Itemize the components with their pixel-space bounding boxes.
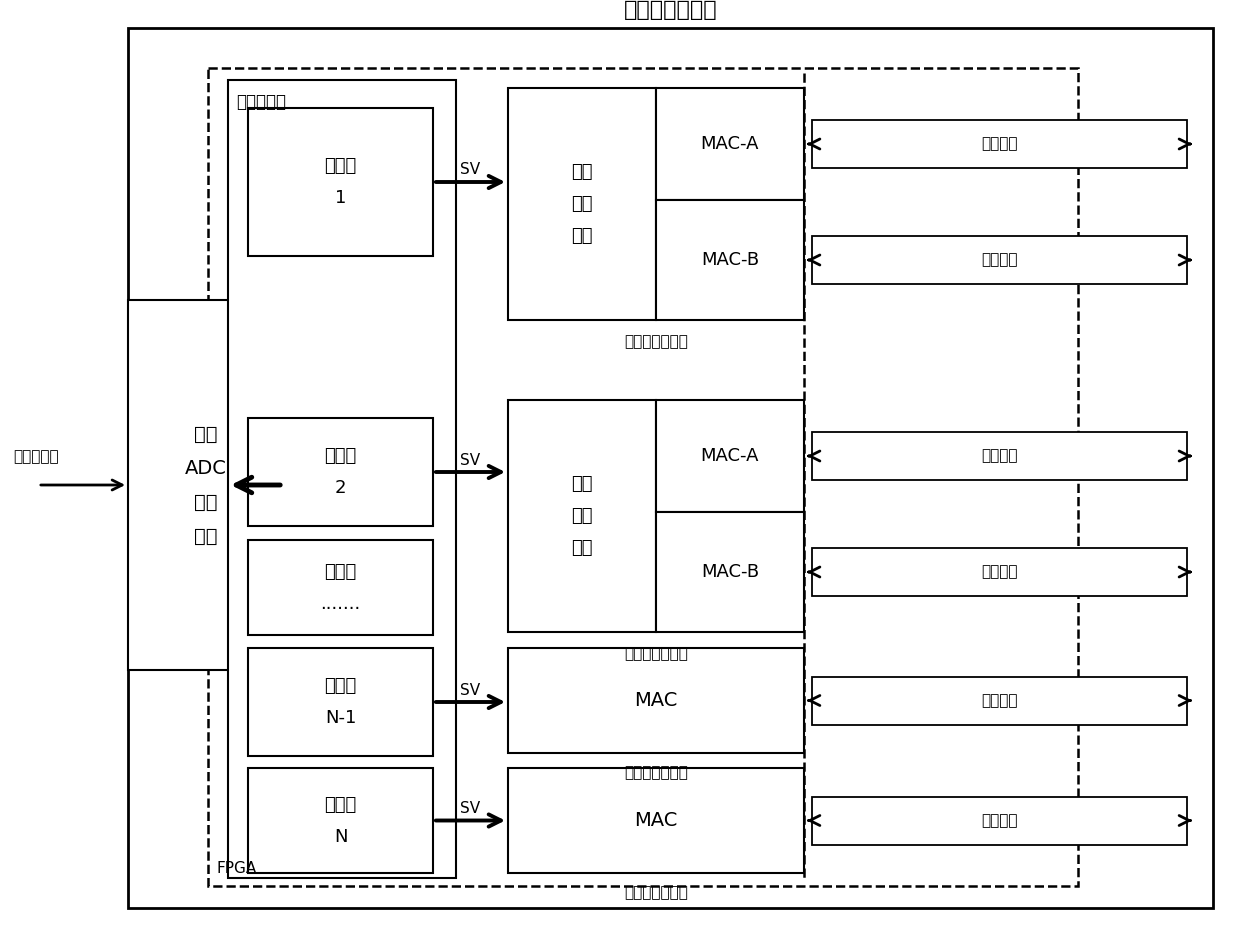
Text: SV: SV [461, 453, 481, 468]
Text: 环网
协议
模块: 环网 协议 模块 [571, 163, 592, 245]
Text: FPGA: FPGA [216, 861, 256, 876]
Bar [812, 236, 1187, 284]
Text: 第二路组网端口: 第二路组网端口 [624, 885, 688, 900]
Text: 第一路组网端口: 第一路组网端口 [624, 765, 688, 780]
Text: MAC-A: MAC-A [701, 447, 760, 465]
Text: 环网
协议
模块: 环网 协议 模块 [571, 475, 592, 557]
Text: 公用
ADC
采样
回路: 公用 ADC 采样 回路 [185, 424, 227, 546]
Bar [508, 400, 655, 632]
Bar [128, 28, 1213, 908]
Bar [655, 88, 804, 200]
Bar [655, 400, 804, 512]
Text: 第一路环网端口: 第一路环网端口 [624, 335, 688, 350]
Bar [128, 300, 282, 670]
Bar [248, 540, 432, 635]
Text: 网络报文: 网络报文 [981, 565, 1017, 579]
Bar [812, 796, 1187, 844]
Text: MAC-B: MAC-B [701, 563, 760, 581]
Bar [812, 432, 1187, 480]
Bar [228, 80, 456, 878]
Bar [508, 768, 804, 873]
Bar [812, 120, 1187, 168]
Text: 采样率
2: 采样率 2 [325, 447, 357, 497]
Text: MAC-A: MAC-A [701, 135, 760, 153]
Text: SV: SV [461, 163, 481, 178]
Text: 网络报文: 网络报文 [981, 448, 1017, 463]
Text: 采样率
N-1: 采样率 N-1 [325, 677, 357, 727]
Text: 采样率
.......: 采样率 ....... [321, 563, 361, 613]
Bar [812, 676, 1187, 724]
Bar [248, 648, 432, 756]
Bar [248, 418, 432, 526]
Text: 就地化公用终端: 就地化公用终端 [623, 0, 717, 20]
Bar [208, 68, 1078, 886]
Text: MAC: MAC [634, 811, 678, 830]
Bar [812, 548, 1187, 596]
Text: 采样率
N: 采样率 N [325, 795, 357, 845]
Text: 重采样模块: 重采样模块 [235, 93, 286, 111]
Bar [508, 88, 655, 320]
Text: 网络报文: 网络报文 [981, 137, 1017, 152]
Bar [655, 512, 804, 632]
Text: MAC-B: MAC-B [701, 251, 760, 269]
Text: 模拟量输入: 模拟量输入 [14, 449, 58, 464]
Text: SV: SV [461, 801, 481, 816]
Bar [508, 648, 804, 753]
Text: 第二路环网端口: 第二路环网端口 [624, 646, 688, 661]
Bar [248, 108, 432, 256]
Text: 采样率
1: 采样率 1 [325, 157, 357, 207]
Text: 网络报文: 网络报文 [981, 253, 1017, 268]
Text: 网络报文: 网络报文 [981, 693, 1017, 708]
Bar [655, 200, 804, 320]
Text: SV: SV [461, 683, 481, 698]
Text: MAC: MAC [634, 691, 678, 710]
Text: 网络报文: 网络报文 [981, 813, 1017, 828]
Bar [248, 768, 432, 873]
